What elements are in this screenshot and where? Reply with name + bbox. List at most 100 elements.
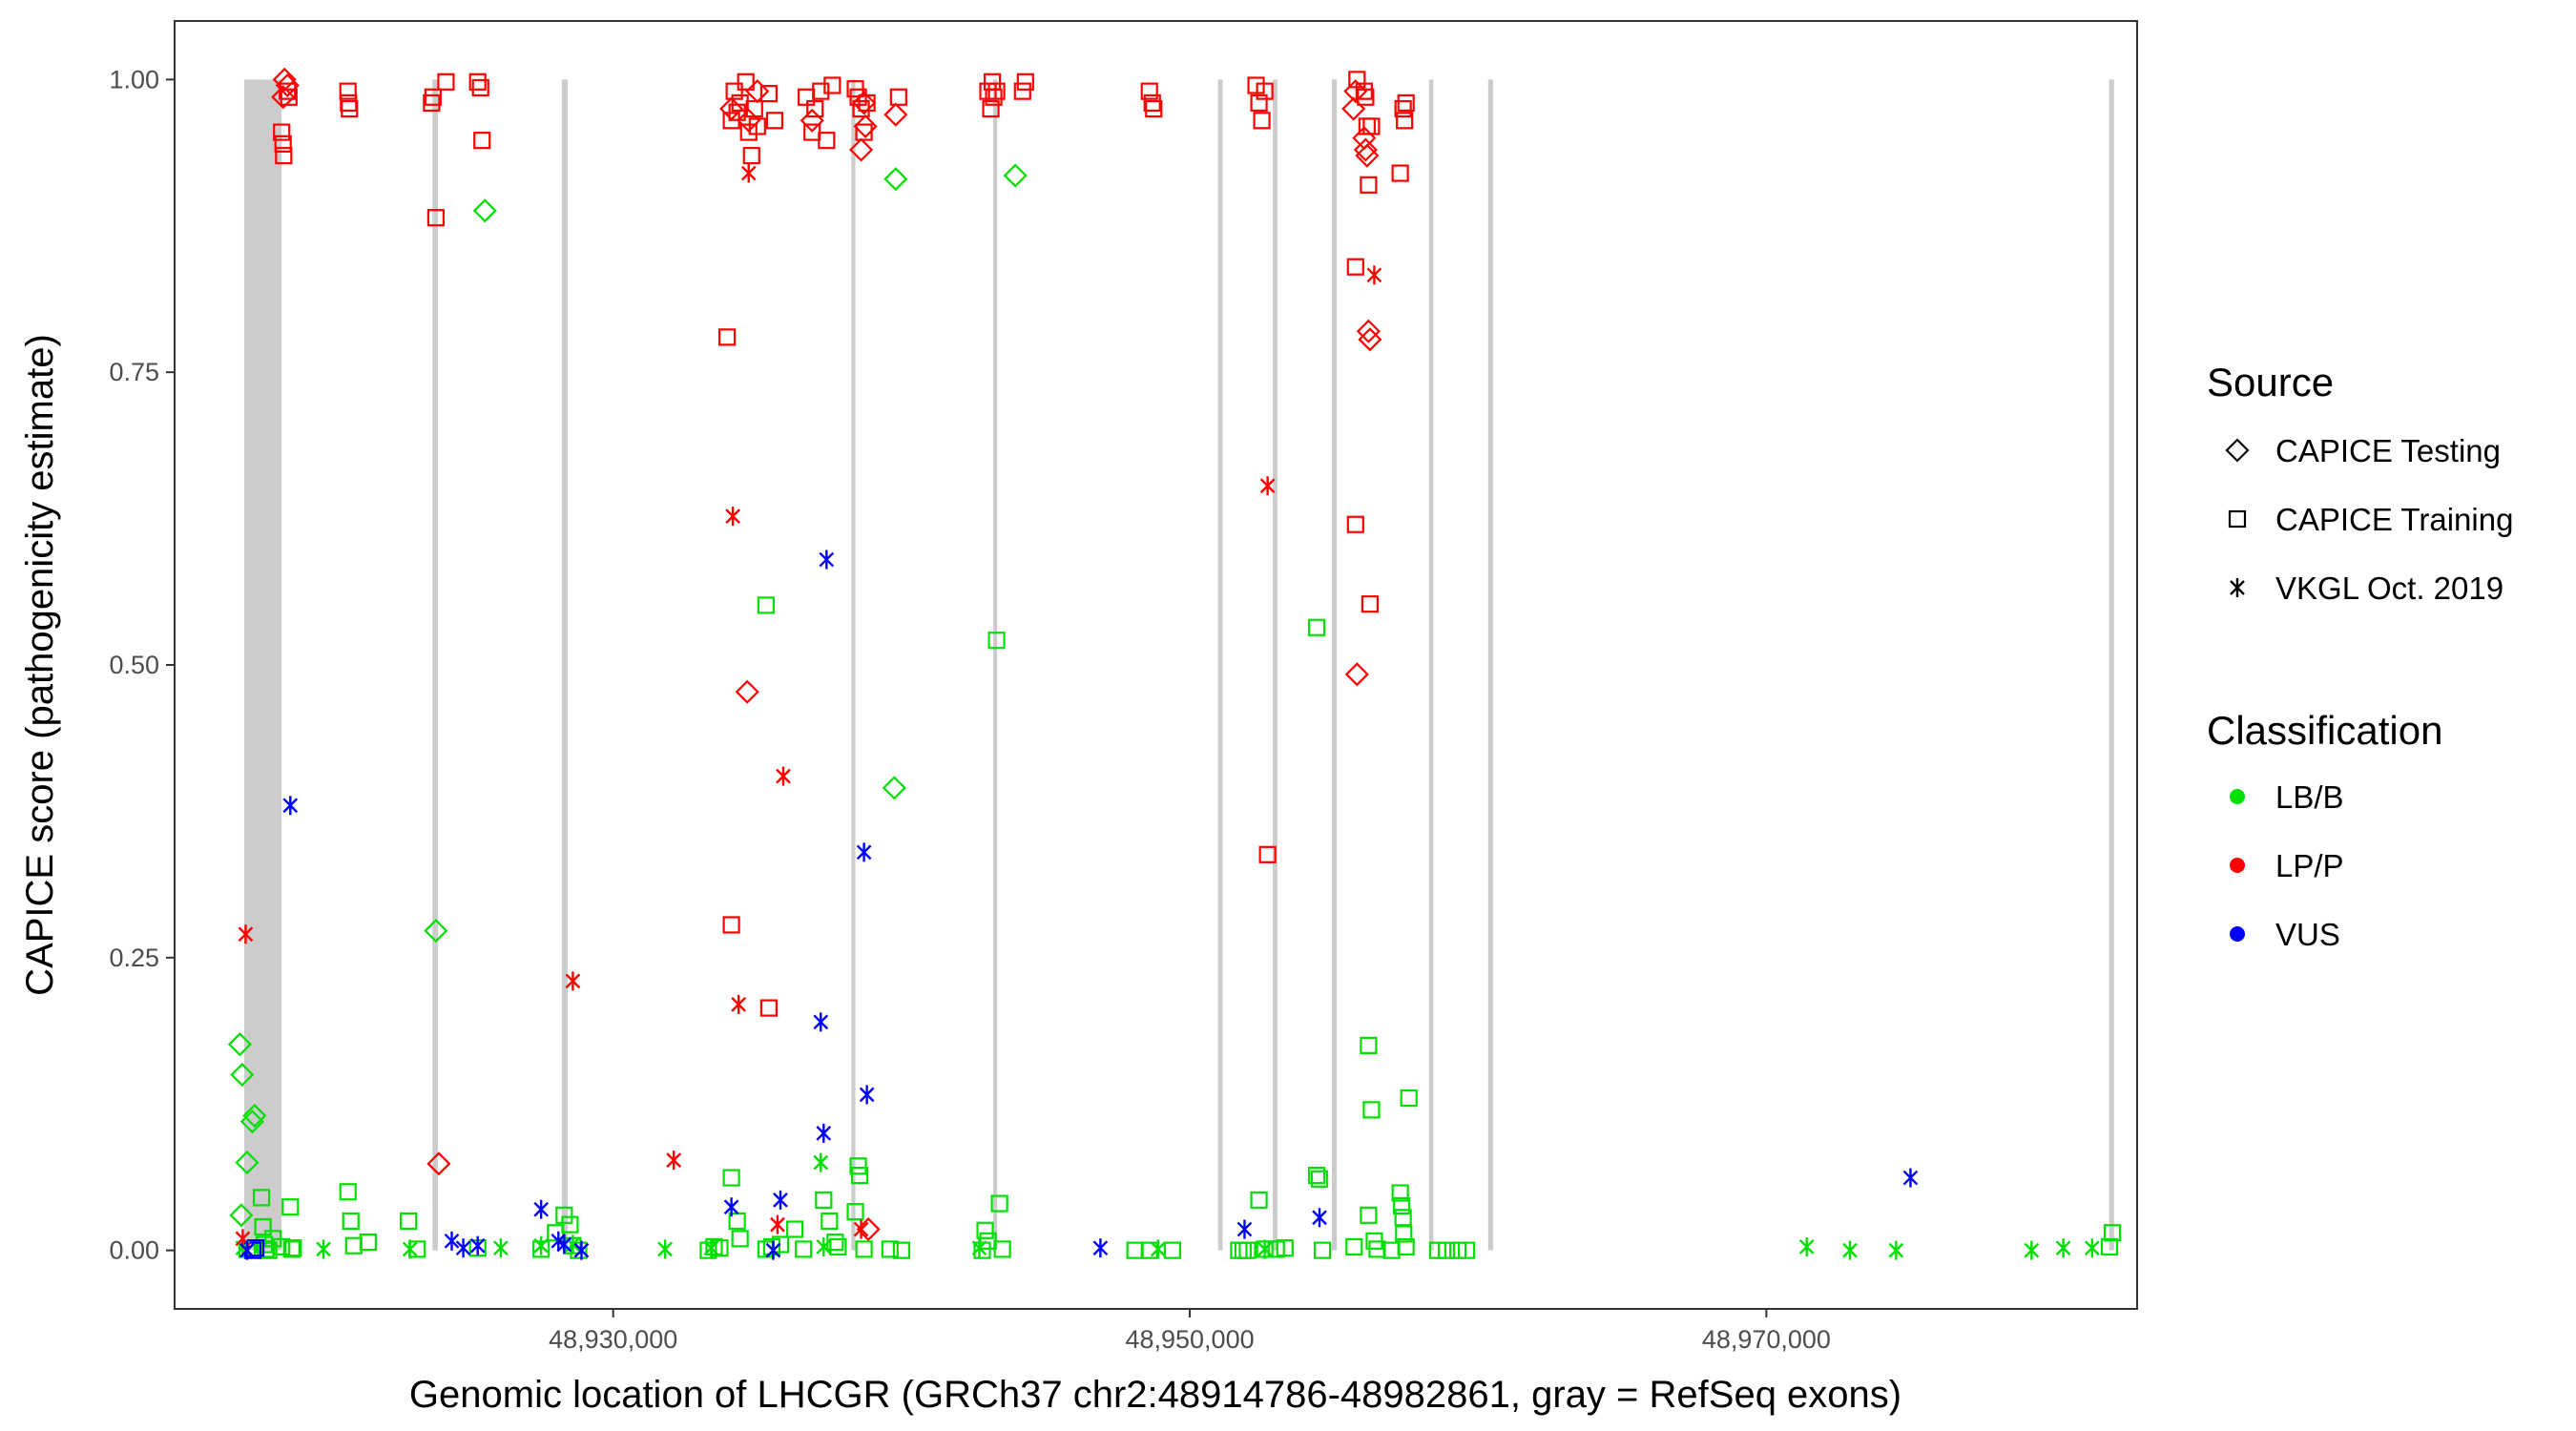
data-point-testing-LP — [853, 114, 878, 139]
data-point-training-LB — [821, 1212, 839, 1231]
data-point-training-LP — [279, 82, 297, 100]
data-point-training-LB — [1238, 1241, 1257, 1259]
data-point-training-LP — [1396, 112, 1414, 130]
legend-class-keys: LB/B LP/P VUS — [2230, 779, 2344, 952]
exon-band-10 — [1487, 79, 1493, 1251]
exon-bands — [243, 79, 2114, 1251]
exon-band-9 — [1428, 79, 1434, 1251]
legend-key-testing — [2225, 438, 2250, 463]
data-point-training-LB — [1307, 1166, 1326, 1185]
data-point-training-LP — [274, 135, 292, 153]
data-point-training-LP — [1397, 93, 1415, 113]
data-point-vkgl-LB — [971, 1238, 987, 1258]
data-point-training-LB — [722, 1169, 740, 1187]
data-point-testing-LB — [230, 1062, 255, 1088]
data-point-training-LB — [342, 1212, 360, 1231]
x-tick-label: 48,930,000 — [549, 1325, 677, 1354]
data-point-training-LB — [1400, 1089, 1418, 1108]
y-tick-label: 0.00 — [109, 1236, 159, 1265]
data-point-training-LB — [1458, 1241, 1476, 1259]
legend-key-VUS — [2230, 926, 2245, 942]
data-point-training-LB — [892, 1241, 910, 1259]
data-point-training-LB — [400, 1212, 418, 1231]
data-point-training-LB — [1437, 1241, 1456, 1259]
y-tick-label: 0.50 — [109, 651, 159, 679]
data-point-vkgl-LP — [731, 994, 747, 1014]
data-point-training-LB — [815, 1191, 833, 1209]
data-point-vkgl-VUS — [1312, 1208, 1327, 1228]
data-point-training-LP — [280, 88, 298, 106]
data-point-training-LB — [282, 1240, 301, 1258]
axes: 0.00 0.25 0.50 0.75 1.00 48,930,000 48,950,000… — [109, 65, 1831, 1354]
legend-source-keys: CAPICE Testing CAPICE Training VKGL Oct. 2… — [2225, 433, 2513, 606]
data-point-training-LP — [1140, 82, 1158, 100]
data-point-training-LP — [339, 82, 357, 100]
data-point-training-LB — [561, 1215, 579, 1234]
data-point-training-LP — [468, 73, 487, 91]
data-point-testing-LB — [229, 1203, 254, 1228]
legend-label-testing: CAPICE Testing — [2275, 433, 2501, 468]
data-point-training-LP — [1250, 93, 1268, 113]
data-point-vkgl-VUS — [444, 1231, 460, 1251]
exon-band-1 — [243, 79, 282, 1251]
data-point-vkgl-VUS — [819, 550, 835, 570]
data-point-vkgl-LP — [1366, 265, 1382, 285]
legend-label-training: CAPICE Training — [2275, 502, 2513, 537]
data-point-training-LP — [1357, 88, 1375, 106]
data-point-testing-LP — [275, 73, 300, 98]
data-point-vkgl-LB — [703, 1238, 719, 1258]
data-point-vkgl-VUS — [239, 1240, 255, 1260]
data-point-training-LP — [1355, 82, 1373, 100]
data-point-testing-LP — [735, 679, 759, 704]
data-point-training-LB — [359, 1233, 377, 1252]
data-point-training-LP — [982, 99, 1000, 118]
data-point-training-LB — [339, 1183, 357, 1201]
data-point-vkgl-LB — [1888, 1240, 1904, 1260]
data-point-training-LB — [705, 1237, 723, 1256]
data-point-training-LP — [737, 73, 755, 91]
data-point-training-LP — [855, 123, 873, 141]
exon-band-7 — [1273, 79, 1278, 1251]
data-point-training-LP — [728, 103, 746, 121]
data-point-vkgl-VUS — [282, 796, 299, 816]
exon-band-8 — [1332, 79, 1338, 1251]
data-point-vkgl-VUS — [765, 1240, 781, 1260]
data-point-vkgl-LP — [666, 1151, 682, 1171]
exon-band-5 — [992, 79, 998, 1251]
data-point-training-LB — [1362, 1101, 1381, 1119]
data-point-testing-LP — [271, 85, 296, 110]
data-point-testing-LB — [227, 1032, 252, 1057]
legend-label-vkgl: VKGL Oct. 2019 — [2275, 570, 2503, 606]
data-point-vkgl-VUS — [1092, 1238, 1109, 1258]
data-point-training-LP — [858, 93, 876, 113]
data-point-training-LB — [1360, 1036, 1378, 1054]
data-point-training-LP — [1145, 99, 1163, 118]
data-point-training-LB — [2103, 1224, 2122, 1242]
data-point-training-LB — [699, 1241, 717, 1259]
legend-key-LP — [2230, 858, 2245, 873]
data-point-testing-LP — [852, 91, 877, 115]
data-point-training-LP — [985, 88, 1003, 106]
data-point-training-LP — [987, 82, 1006, 100]
data-point-training-LB — [1393, 1196, 1411, 1215]
data-point-testing-LB — [242, 1103, 267, 1129]
data-point-training-LB — [976, 1221, 994, 1239]
data-point-vkgl-VUS — [455, 1238, 471, 1258]
data-point-training-LP — [1362, 117, 1381, 135]
data-point-training-LP — [1253, 112, 1271, 130]
data-point-vkgl-VUS — [469, 1235, 486, 1255]
data-point-training-LB — [795, 1240, 813, 1258]
x-tick-label: 48,950,000 — [1125, 1325, 1254, 1354]
data-point-training-LP — [1361, 595, 1380, 613]
exon-band-4 — [851, 79, 856, 1251]
data-point-vkgl-VUS — [813, 1012, 829, 1032]
data-point-training-LP — [275, 147, 293, 165]
data-point-training-LB — [1307, 618, 1326, 636]
data-point-vkgl-LB — [2024, 1240, 2040, 1260]
exon-band-11 — [2109, 79, 2114, 1251]
data-point-training-LB — [1250, 1191, 1268, 1209]
data-point-vkgl-LB — [493, 1238, 509, 1258]
legend-key-training — [2228, 509, 2247, 529]
data-point-vkgl-LP — [776, 766, 791, 786]
data-point-training-LB — [829, 1237, 847, 1256]
